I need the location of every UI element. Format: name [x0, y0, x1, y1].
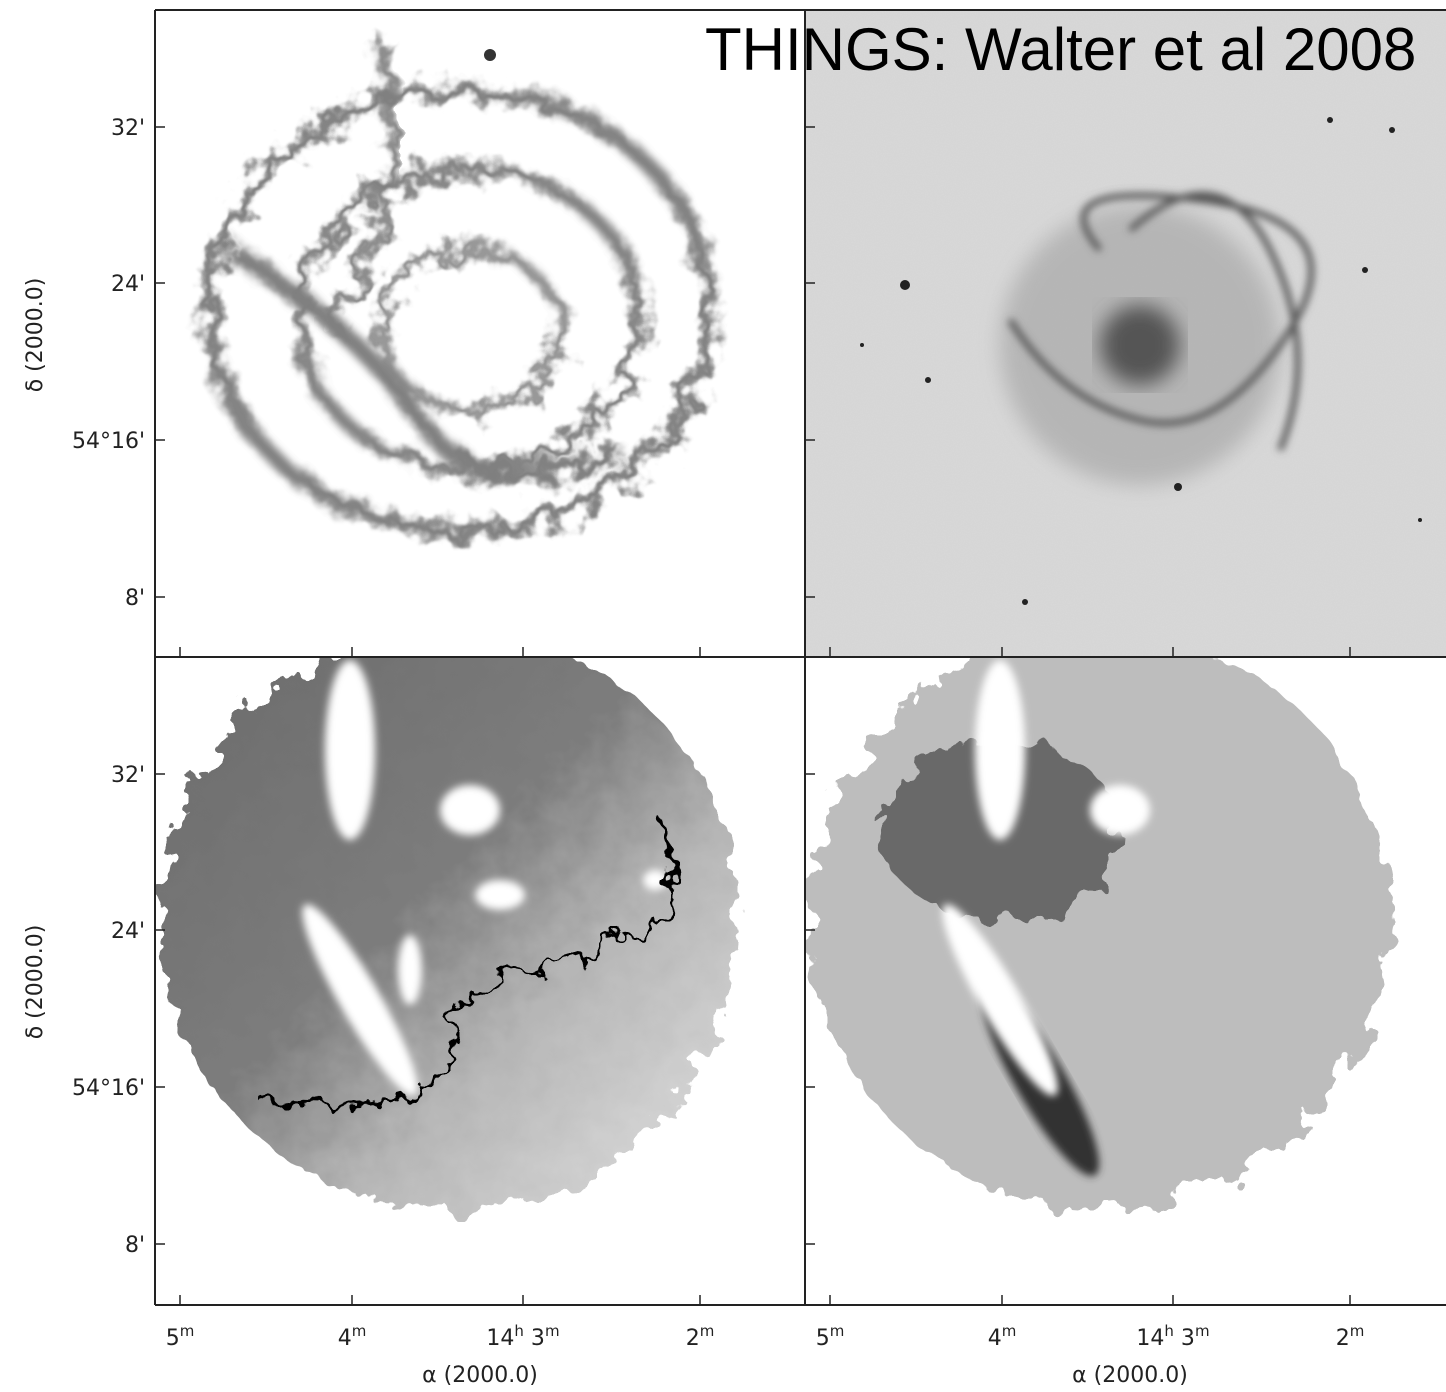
- x-tick-part: 14: [1136, 1326, 1164, 1351]
- x-tick-part: m: [352, 1322, 367, 1340]
- x-tick-part: 3: [524, 1326, 545, 1351]
- y-tick-label: 8': [125, 1233, 145, 1258]
- y-tick-label: 32': [111, 763, 145, 788]
- y-tick-label: 54°16': [72, 429, 145, 454]
- optical-image: [806, 11, 1446, 657]
- velocity-field: [160, 630, 740, 1210]
- x-tick-label: 5m: [816, 1322, 845, 1351]
- figure-title: THINGS: Walter et al 2008: [705, 16, 1416, 83]
- x-tick-part: m: [545, 1322, 560, 1340]
- x-tick-part: m: [1195, 1322, 1210, 1340]
- y-tick-label: 54°16': [72, 1076, 145, 1101]
- x-tick-label: 4m: [338, 1322, 367, 1351]
- x-tick-part: 2: [1336, 1326, 1350, 1351]
- x-tick-part: m: [830, 1322, 845, 1340]
- x-tick-part: 3: [1174, 1326, 1195, 1351]
- x-tick-label: 2m: [686, 1322, 715, 1351]
- x-tick-label: 14h 3m: [486, 1322, 559, 1351]
- y-tick-label: 24': [111, 272, 145, 297]
- x-tick-part: m: [700, 1322, 715, 1340]
- x-axis-label: α (2000.0): [1072, 1363, 1188, 1388]
- x-axis-label: α (2000.0): [422, 1363, 538, 1388]
- x-tick-part: 5: [816, 1326, 830, 1351]
- x-tick-part: 4: [988, 1326, 1002, 1351]
- x-tick-label: 5m: [166, 1322, 195, 1351]
- y-tick-label: 24': [111, 919, 145, 944]
- hi-map: [210, 40, 710, 530]
- x-tick-part: 5: [166, 1326, 180, 1351]
- figure: THINGS: Walter et al 2008 32' 24' 54°16' 8'…: [0, 0, 1446, 1392]
- x-tick-part: m: [180, 1322, 195, 1340]
- y-tick-label: 32': [111, 116, 145, 141]
- x-tick-part: h: [1164, 1322, 1174, 1340]
- x-tick-label: 14h 3m: [1136, 1322, 1209, 1351]
- x-tick-label: 4m: [988, 1322, 1017, 1351]
- x-tick-label: 2m: [1336, 1322, 1365, 1351]
- y-axis-label: δ (2000.0): [23, 925, 48, 1040]
- x-tick-part: m: [1350, 1322, 1365, 1340]
- y-axis-label: δ (2000.0): [23, 278, 48, 393]
- y-tick-label: 8': [125, 586, 145, 611]
- x-tick-part: 4: [338, 1326, 352, 1351]
- x-tick-part: m: [1002, 1322, 1017, 1340]
- dispersion-map: [810, 630, 1390, 1210]
- x-tick-part: 14: [486, 1326, 514, 1351]
- x-tick-part: h: [514, 1322, 524, 1340]
- x-tick-part: 2: [686, 1326, 700, 1351]
